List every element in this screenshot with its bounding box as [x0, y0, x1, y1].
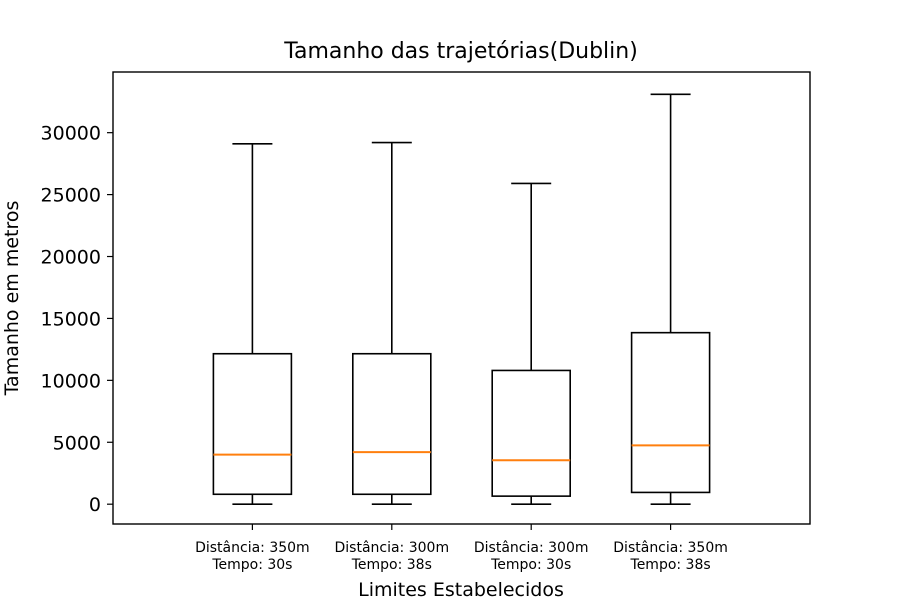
box-iqr	[630, 331, 711, 494]
y-tick-label: 30000	[41, 123, 101, 145]
x-axis-label: Limites Estabelecidos	[358, 579, 564, 600]
y-axis-label: Tamanho em metros	[1, 201, 23, 397]
x-tick-label: Tempo: 38s	[351, 557, 432, 573]
box-iqr	[212, 352, 293, 496]
plot-area: 0 5000 10000 15000 20000 25000 30000 Distância:…	[41, 71, 811, 573]
x-tick-label: Tempo: 30s	[490, 557, 571, 573]
x-tick-label: Distância: 350m	[195, 540, 310, 556]
y-tick-label: 15000	[41, 308, 101, 330]
box-iqr	[491, 369, 572, 497]
plot-frame	[112, 71, 811, 525]
y-tick-label: 0	[89, 494, 101, 516]
y-tick-label: 20000	[41, 247, 101, 269]
x-tick-label: Distância: 300m	[334, 540, 449, 556]
x-tick-label: Distância: 350m	[613, 540, 728, 556]
x-tick-label: Tempo: 30s	[211, 557, 292, 573]
y-tick-label: 5000	[53, 432, 101, 454]
x-tick-label: Tempo: 38s	[630, 557, 711, 573]
y-tick-label: 25000	[41, 185, 101, 207]
box-iqr	[351, 352, 432, 496]
y-tick-label: 10000	[41, 370, 101, 392]
chart-title: Tamanho das trajetórias(Dublin)	[283, 39, 638, 64]
x-tick-label: Distância: 300m	[474, 540, 589, 556]
